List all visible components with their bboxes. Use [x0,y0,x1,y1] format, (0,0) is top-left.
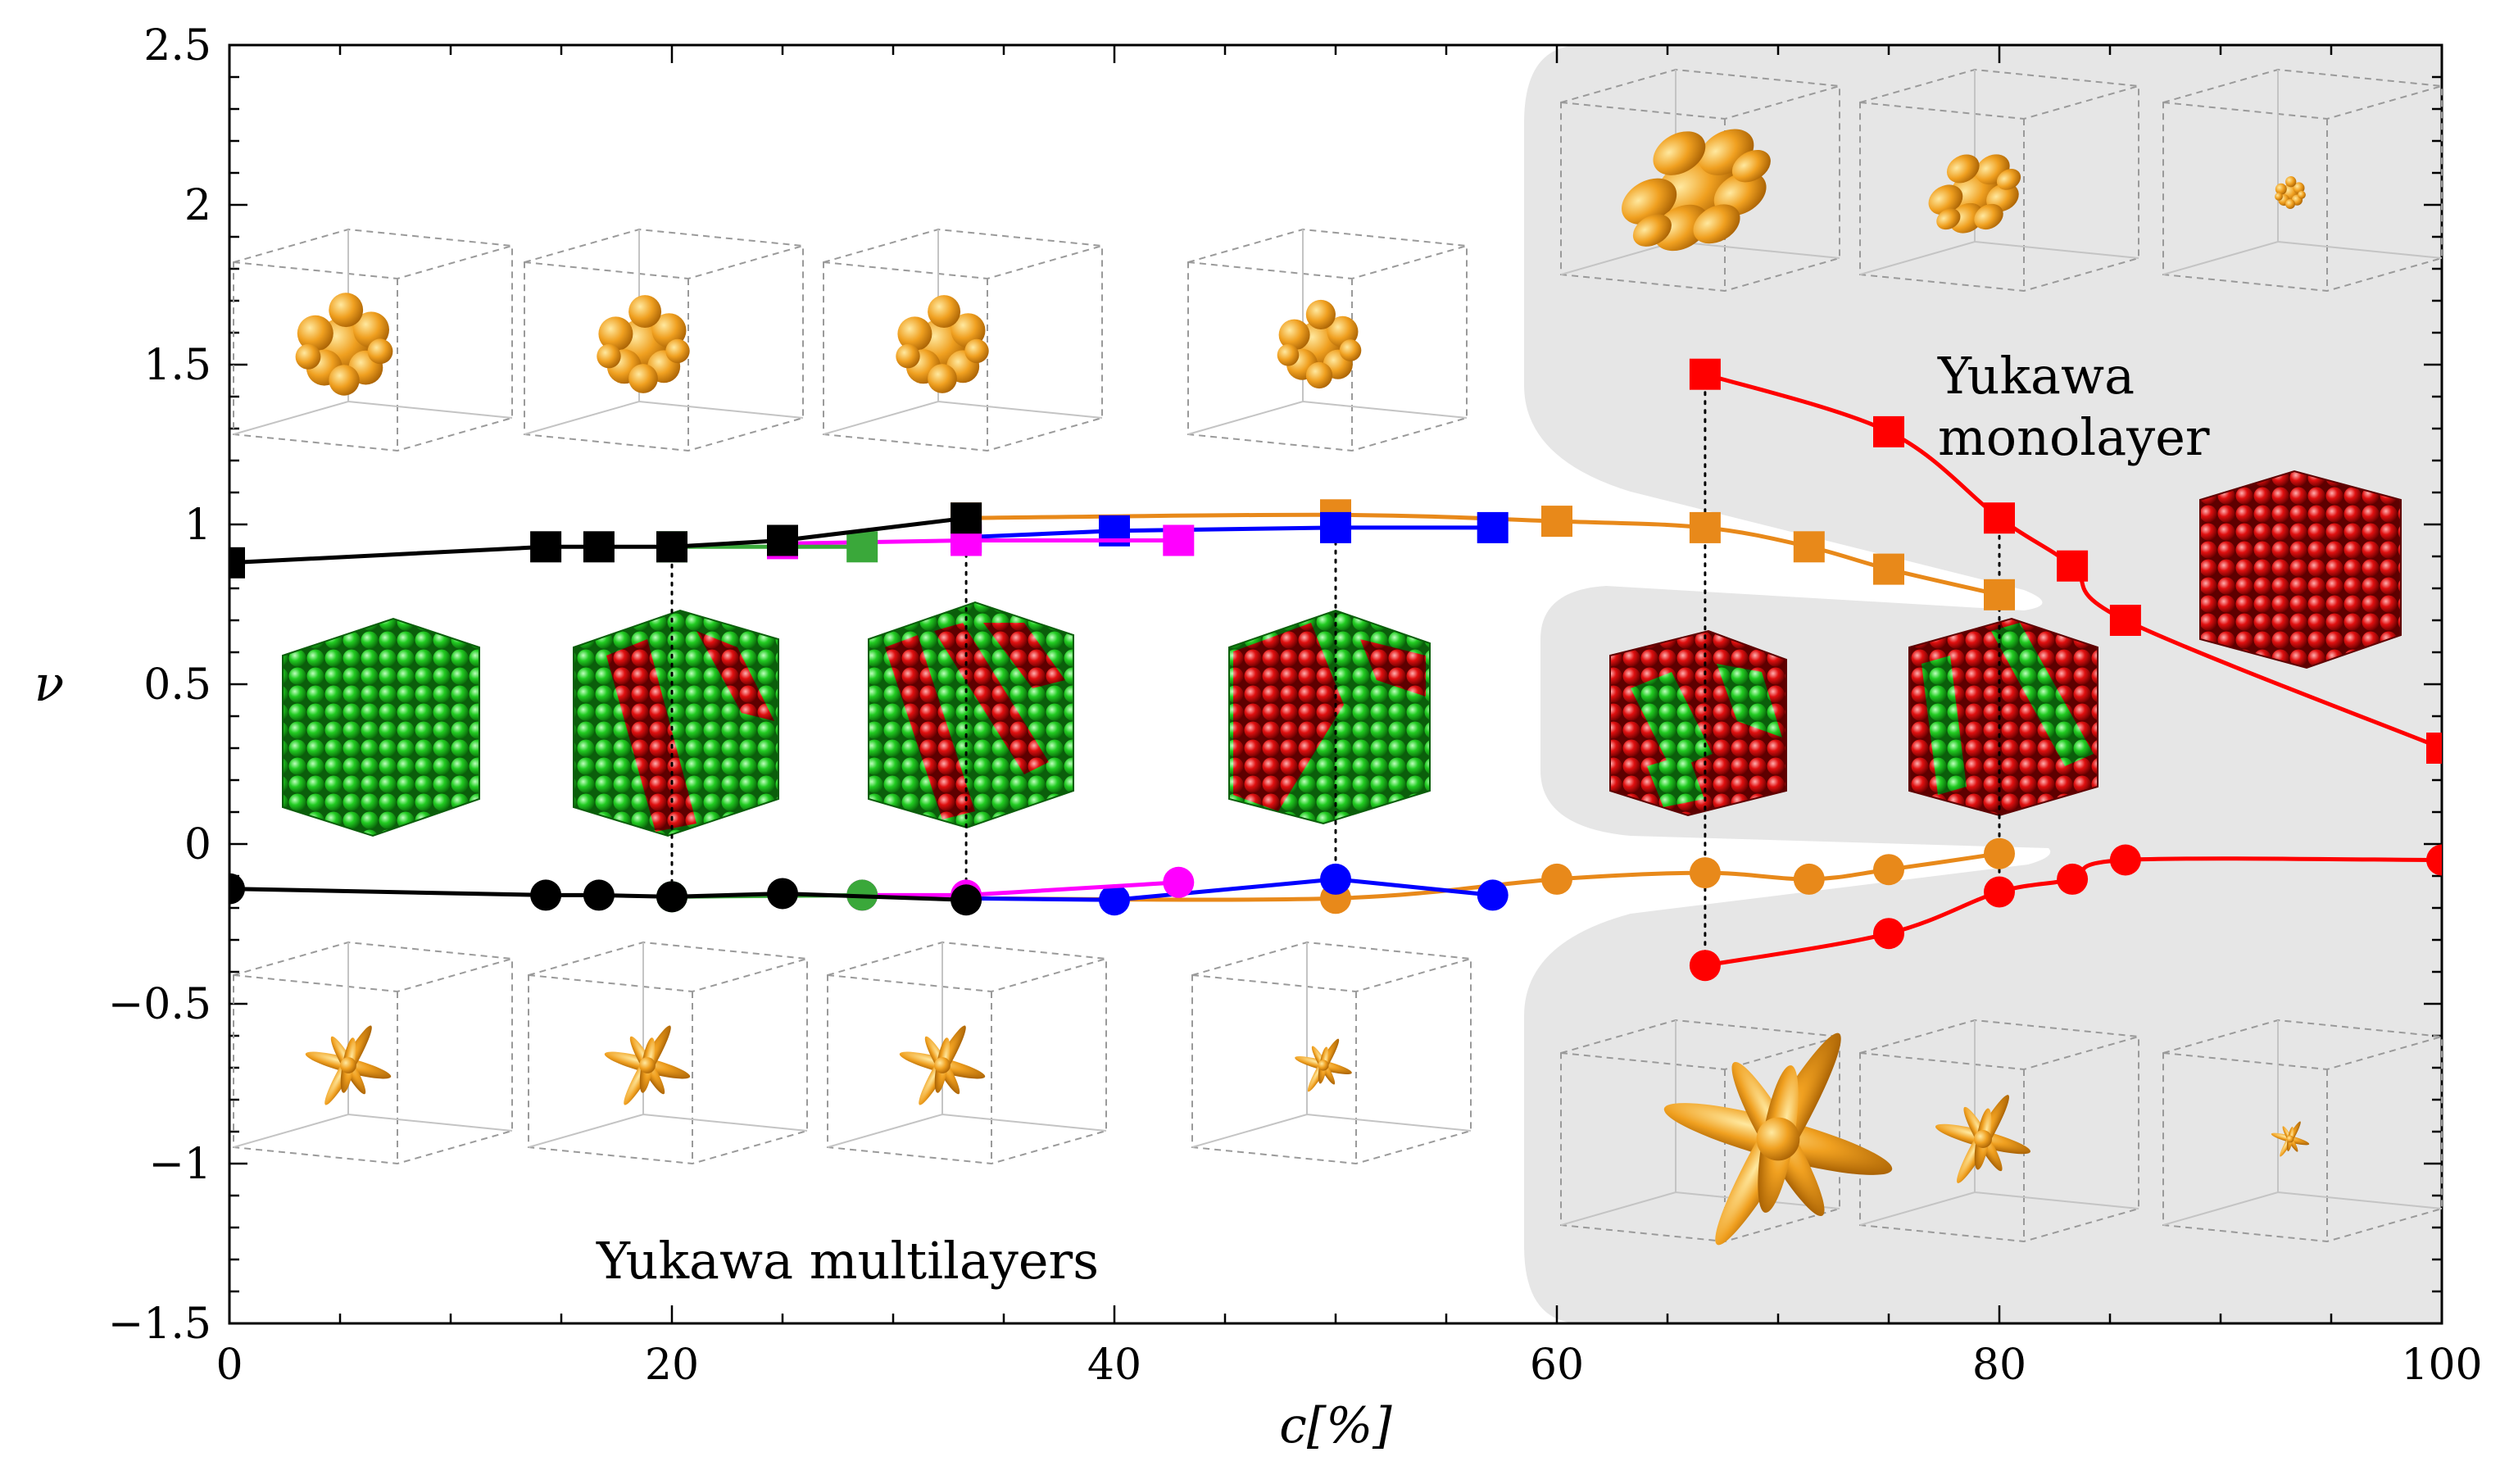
annotations: Yukawa monolayer Yukawa multilayers [596,346,2210,1291]
inset-blob [896,295,989,393]
data-point-circle [530,879,562,911]
inset-cube [233,942,513,1164]
series-line [229,887,967,902]
axes: 0 20 40 60 80 100 −1.5 −1 −0.5 0 0.5 1 1.5 2 2.5 c[%]… [34,21,2483,1455]
data-point-square [1984,502,2015,534]
series [229,358,2442,982]
series-line [1704,856,2442,968]
x-tick-label: 100 [2401,1341,2482,1390]
data-point-square [1541,506,1572,538]
series-line [1704,372,2442,751]
inset-cube [528,942,808,1164]
series-orange-min [951,837,2015,914]
lattice-cube-green [282,617,480,837]
data-point-square [1689,358,1721,390]
lattice-cube-red [2199,470,2402,669]
data-point-square [767,524,798,556]
data-point-square [656,531,687,563]
data-point-circle [1984,837,2015,869]
data-point-circle [1689,857,1721,889]
annotation-multilayers: Yukawa multilayers [596,1231,1099,1291]
data-point-square [1873,415,1904,447]
data-point-circle [1099,884,1130,916]
data-point-square [530,531,562,563]
series-black-max [229,502,982,579]
data-point-circle [1984,876,2015,908]
lattice-cube-mixed [1908,617,2098,817]
series-line [862,880,1179,897]
inset-blob [597,295,690,393]
data-point-square [1984,579,2015,610]
data-point-square [1320,511,1351,543]
x-tick-label: 60 [1530,1341,1584,1390]
annotation-monolayer-line1: Yukawa [1937,346,2135,406]
data-point-square [583,531,615,563]
lattice-cube-mixed [1609,629,1787,817]
y-tick-label: 0.5 [143,660,211,710]
x-tick-label: 20 [645,1341,699,1390]
y-tick-label: 1.5 [143,341,211,390]
series-line [229,515,967,565]
inset-spiky [1293,1037,1354,1094]
x-ticks: 0 20 40 60 80 100 [216,45,2483,1390]
data-point-circle [229,873,245,905]
series-red-max [1689,358,2442,764]
data-point-circle [767,878,798,910]
data-point-circle [1873,854,1904,886]
y-tick-label: 0 [184,820,211,869]
y-tick-label: −1.5 [108,1300,211,1349]
data-point-square [1689,511,1721,543]
lattice-cube-mixed [1228,609,1431,825]
data-point-circle [951,884,982,916]
data-point-circle [1793,863,1825,895]
data-point-circle [1477,879,1509,911]
data-point-square [1477,511,1509,543]
y-tick-label: 2.5 [143,21,211,70]
data-point-square [1873,553,1904,585]
x-tick-label: 80 [1972,1341,2026,1390]
series-line [966,877,1493,902]
data-point-square [846,531,878,563]
x-tick-label: 0 [216,1341,243,1390]
data-point-square [1163,524,1195,556]
x-axis-label: c[%] [1279,1397,1392,1455]
data-point-circle [1320,863,1351,895]
data-point-square [2109,605,2141,636]
y-tick-label: 2 [184,181,211,230]
x-tick-label: 40 [1087,1341,1141,1390]
insets-lattice-row [282,470,2402,837]
data-point-square [1793,531,1825,563]
data-point-square [2426,733,2442,764]
data-point-circle [583,879,615,911]
lattice-cube-mixed [573,609,779,837]
y-ticks: −1.5 −1 −0.5 0 0.5 1 1.5 2 2.5 [108,21,2442,1349]
y-tick-label: 1 [184,501,211,550]
data-point-square [951,502,982,534]
annotation-monolayer-line2: monolayer [1938,407,2210,467]
series-black-min [229,873,982,916]
inset-blob [295,293,393,396]
data-point-circle [1163,866,1195,898]
y-axis-label: ν [34,656,64,713]
y-tick-label: −0.5 [108,980,211,1029]
lattice-cube-mixed [868,601,1074,829]
data-point-circle [2057,863,2089,895]
inset-blob [1277,299,1362,389]
data-point-circle [1541,863,1572,895]
series-magenta-min [846,866,1195,911]
data-point-circle [656,881,687,913]
data-point-circle [1689,950,1721,982]
y-tick-label: −1 [148,1140,211,1189]
inset-spiky [602,1022,692,1109]
data-point-circle [2109,844,2141,876]
data-point-circle [1873,918,1904,950]
data-point-square [229,547,245,579]
data-point-circle [2426,844,2442,876]
data-point-square [2057,550,2089,582]
series-line [965,525,1493,540]
inset-cube [827,942,1107,1164]
series-red-min [1689,844,2442,982]
